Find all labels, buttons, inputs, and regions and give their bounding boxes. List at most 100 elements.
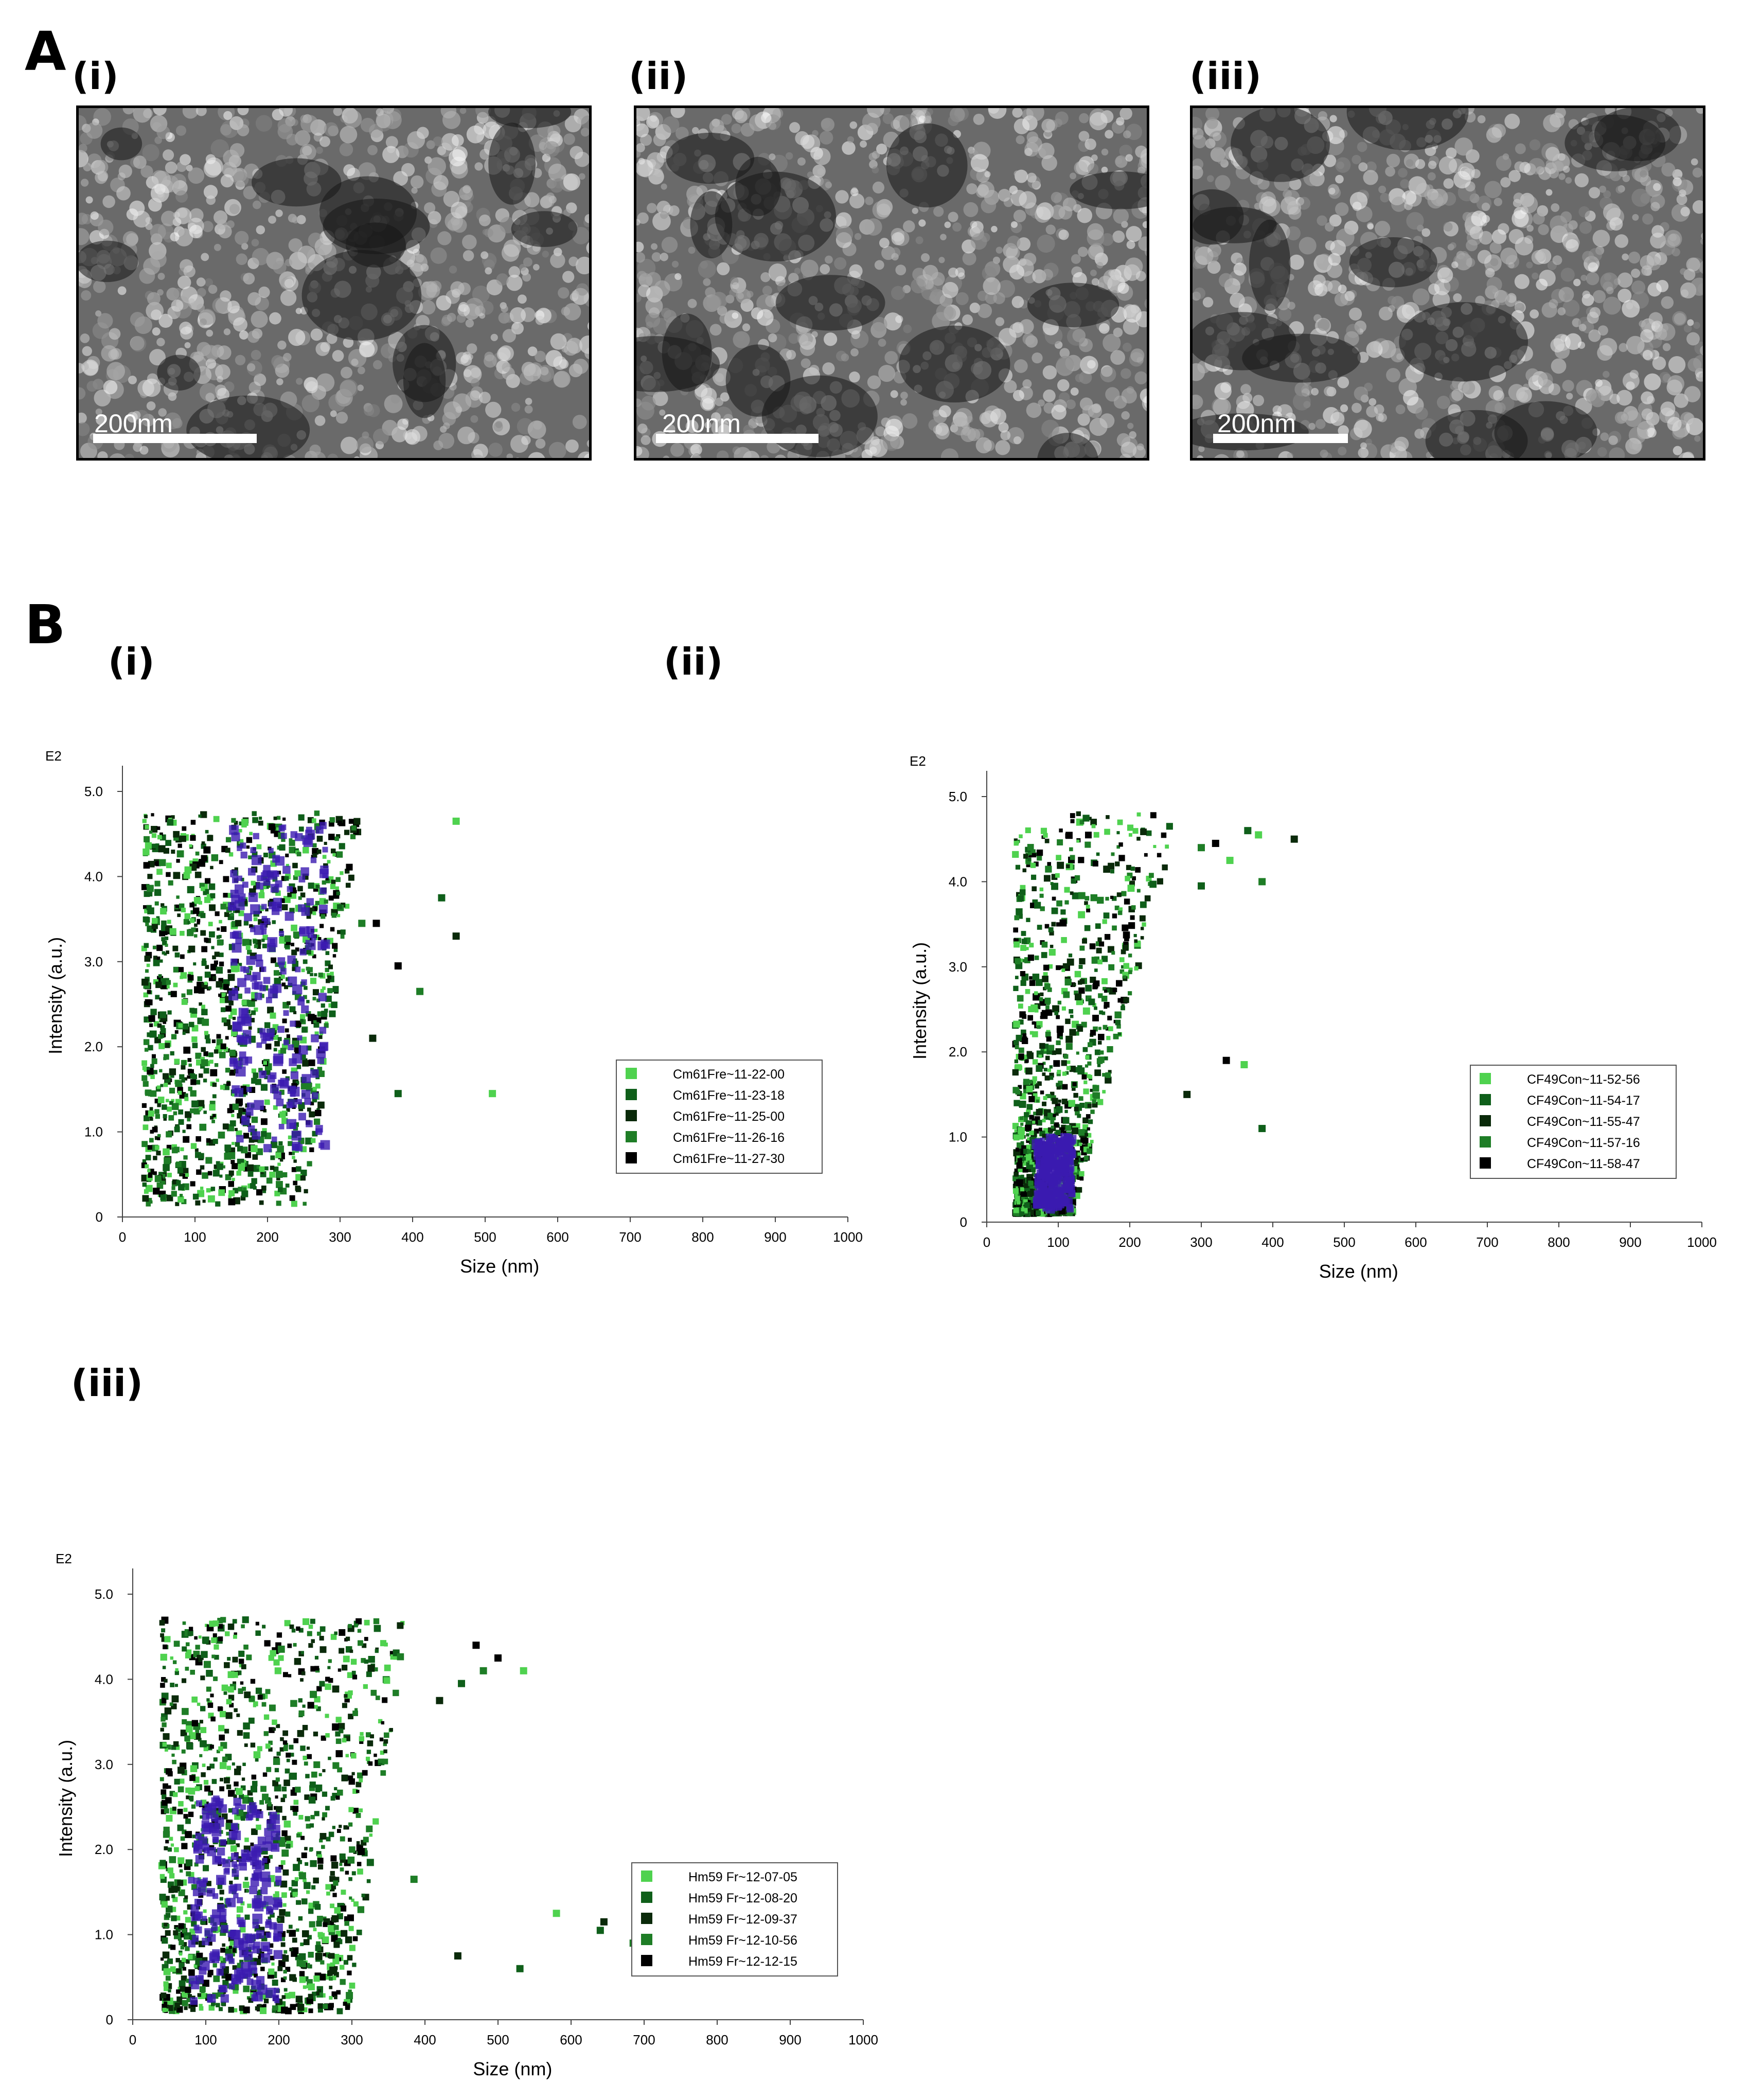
data-point xyxy=(241,1777,245,1781)
data-point xyxy=(254,944,258,948)
data-point xyxy=(180,1986,186,1992)
data-point xyxy=(295,947,299,952)
data-point xyxy=(238,829,242,833)
data-point xyxy=(251,1828,258,1836)
data-point xyxy=(1063,991,1070,998)
data-point xyxy=(159,1069,163,1072)
data-point xyxy=(1078,1096,1083,1101)
data-point xyxy=(1061,1099,1068,1105)
data-point xyxy=(268,1747,273,1752)
data-point xyxy=(282,817,286,821)
tem-texture xyxy=(1193,108,1703,458)
data-point xyxy=(230,870,238,878)
data-point xyxy=(241,1014,251,1024)
data-point xyxy=(273,1932,281,1940)
data-point xyxy=(340,934,345,939)
y-tick-label: 5.0 xyxy=(84,784,103,799)
data-point xyxy=(197,1702,201,1706)
data-point xyxy=(368,1656,375,1663)
data-point xyxy=(256,1976,265,1985)
x-tick-label: 100 xyxy=(1047,1234,1069,1250)
data-point xyxy=(1059,1194,1066,1202)
data-point xyxy=(255,939,261,945)
data-point xyxy=(179,1778,185,1784)
data-point xyxy=(291,1152,295,1155)
legend-entry: Hm59 Fr~12-08-20 xyxy=(688,1891,797,1905)
data-point xyxy=(319,822,327,830)
data-point xyxy=(1022,868,1027,873)
data-point xyxy=(317,1932,323,1937)
data-point xyxy=(233,1893,239,1898)
data-point xyxy=(288,1674,292,1678)
data-point xyxy=(311,1015,317,1020)
data-point xyxy=(243,1722,250,1730)
data-point xyxy=(1097,959,1103,965)
data-point xyxy=(241,1190,248,1197)
data-point xyxy=(333,1942,340,1948)
data-point xyxy=(336,851,343,858)
legend-entry: Hm59 Fr~12-12-15 xyxy=(688,1954,797,1969)
data-point xyxy=(177,843,182,848)
data-point xyxy=(306,1000,310,1003)
data-point xyxy=(272,1719,277,1725)
data-point xyxy=(314,1705,318,1709)
data-point xyxy=(1084,1072,1088,1076)
data-point xyxy=(199,2006,204,2011)
data-point xyxy=(292,1079,299,1086)
data-point xyxy=(286,1758,290,1762)
data-point xyxy=(154,1098,159,1104)
data-point xyxy=(200,1815,203,1819)
data-point xyxy=(192,1043,198,1049)
data-point xyxy=(251,1178,257,1184)
data-point xyxy=(290,1753,294,1757)
data-point xyxy=(1036,849,1043,856)
data-point xyxy=(203,1909,207,1913)
outlier-point xyxy=(489,1090,496,1098)
data-point xyxy=(159,1874,165,1879)
data-point xyxy=(289,1195,295,1201)
data-point xyxy=(171,1147,178,1154)
outlier-point xyxy=(1258,1125,1266,1133)
data-point xyxy=(221,2001,225,2006)
legend-swatch xyxy=(1480,1094,1491,1105)
data-point xyxy=(1034,902,1041,909)
data-point xyxy=(151,1054,156,1058)
data-point xyxy=(251,855,262,866)
data-point xyxy=(275,856,285,866)
data-point xyxy=(311,1019,315,1025)
data-point xyxy=(1037,855,1042,861)
data-point xyxy=(303,1618,310,1626)
data-point xyxy=(189,1928,195,1934)
data-point xyxy=(1092,984,1098,990)
data-point xyxy=(143,1124,149,1131)
data-point xyxy=(141,1174,149,1182)
data-point xyxy=(1103,986,1107,991)
data-point xyxy=(185,1667,189,1671)
data-point xyxy=(177,1786,184,1793)
x-tick-label: 400 xyxy=(414,2032,436,2048)
data-point xyxy=(220,904,226,910)
data-point xyxy=(1050,944,1054,948)
data-point xyxy=(317,1011,323,1017)
data-point xyxy=(173,1792,178,1797)
data-point xyxy=(232,1671,238,1678)
data-point xyxy=(222,1943,225,1947)
data-point xyxy=(1132,876,1136,880)
data-point xyxy=(1065,864,1070,869)
data-point xyxy=(214,1063,219,1067)
data-point xyxy=(1132,828,1139,834)
data-point xyxy=(251,1994,258,2001)
data-point xyxy=(251,1786,258,1793)
data-point xyxy=(291,1067,297,1073)
data-point xyxy=(171,1099,175,1103)
data-point xyxy=(309,1785,315,1791)
data-point xyxy=(383,1749,387,1754)
data-point xyxy=(238,1187,243,1192)
data-point xyxy=(249,1087,256,1093)
data-point xyxy=(142,1182,147,1187)
data-point xyxy=(325,1806,330,1811)
tem-texture xyxy=(79,108,589,458)
data-point xyxy=(1025,1067,1033,1075)
data-point xyxy=(1056,1040,1061,1046)
data-point xyxy=(321,943,326,949)
